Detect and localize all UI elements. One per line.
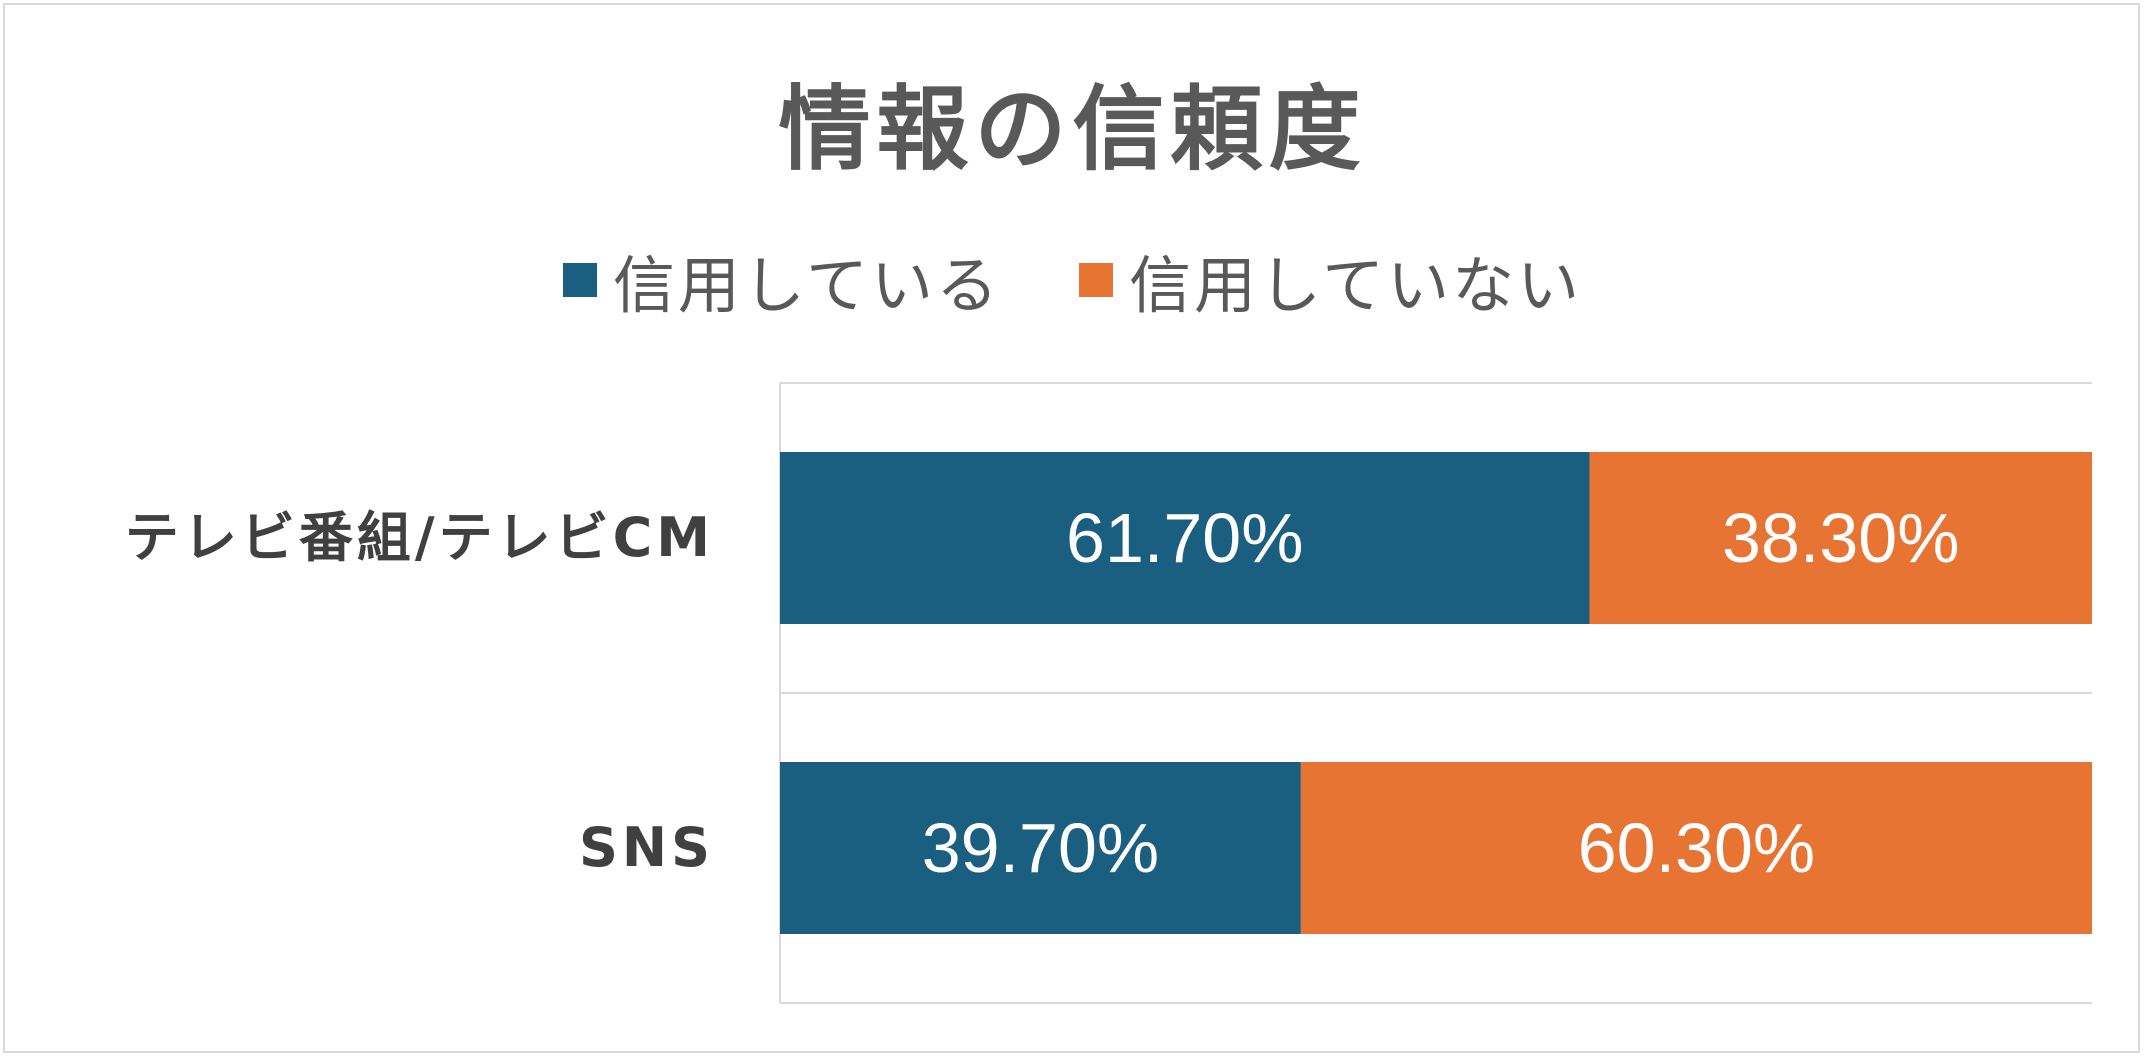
legend-item-distrust: 信用していない (1079, 235, 1582, 325)
legend: 信用している 信用していない (0, 235, 2145, 325)
legend-label-trust: 信用している (612, 249, 1001, 322)
category-label-1: SNS (579, 816, 714, 879)
data-label-distrust-1: 60.30% (1578, 809, 1815, 887)
category-label-0: テレビ番組/テレビCM (125, 506, 714, 569)
data-label-trust-0: 61.70% (1066, 499, 1303, 577)
bar-trust-1 (780, 762, 1301, 934)
legend-swatch-trust (562, 263, 597, 297)
legend-swatch-distrust (1079, 263, 1113, 297)
bar-trust-0 (780, 452, 1590, 624)
bar-distrust-1 (1300, 762, 2092, 934)
legend-item-trust: 信用している (562, 235, 1001, 325)
bar-distrust-0 (1589, 452, 2092, 624)
legend-label-distrust: 信用していない (1129, 249, 1583, 322)
data-label-distrust-0: 38.30% (1722, 499, 1959, 577)
data-label-trust-1: 39.70% (922, 809, 1159, 887)
chart-title: 情報の信頼度 (778, 76, 1367, 183)
